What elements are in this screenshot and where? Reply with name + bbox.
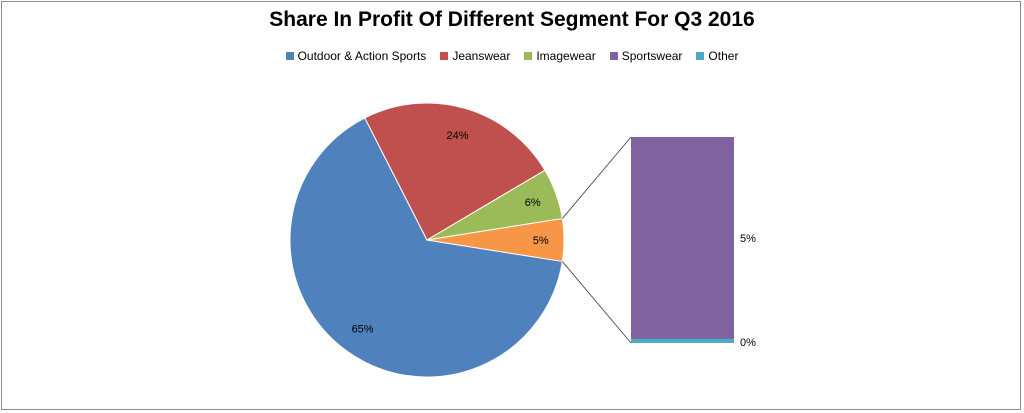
pie-slice-jeanswear [364, 102, 546, 241]
legend-label-outdoor: Outdoor & Action Sports [297, 49, 427, 63]
legend-item-jeanswear: Jeanswear [440, 49, 510, 63]
legend-label-imagewear: Imagewear [536, 49, 596, 63]
pie-slice-jeanswear-label: 24% [447, 130, 469, 142]
legend-swatch-imagewear [524, 52, 533, 60]
legend-item-other: Other [696, 49, 738, 63]
pie-slice-other-group [426, 217, 565, 263]
pie-slice-other-group-label: 5% [533, 235, 549, 247]
legend-item-imagewear: Imagewear [524, 49, 596, 63]
legend-swatch-outdoor [285, 52, 294, 60]
connector-line-top [562, 136, 632, 219]
legend-label-jeanswear: Jeanswear [452, 49, 511, 63]
connector-line-bottom [562, 261, 632, 344]
pie-slice-imagewear-label: 6% [525, 197, 541, 209]
bar-label-other: 0% [740, 337, 756, 349]
legend-item-outdoor: Outdoor & Action Sports [285, 49, 427, 63]
legend-label-other: Other [708, 49, 739, 63]
legend-label-sportswear: Sportswear [621, 49, 683, 63]
bar-segment-sportswear [631, 137, 734, 339]
bar-label-sportswear: 5% [740, 233, 756, 245]
pie-slice-outdoor [289, 117, 563, 378]
chart-legend: Outdoor & Action Sports Jeanswear Imagew… [0, 49, 1024, 63]
legend-swatch-sportswear [609, 52, 618, 60]
legend-item-sportswear: Sportswear [609, 49, 683, 63]
bar-segment-other [631, 338, 734, 343]
chart-title: Share In Profit Of Different Segment For… [269, 8, 755, 31]
legend-swatch-other [696, 52, 705, 60]
legend-swatch-jeanswear [440, 52, 449, 60]
pie-slice-outdoor-label: 65% [352, 324, 374, 336]
